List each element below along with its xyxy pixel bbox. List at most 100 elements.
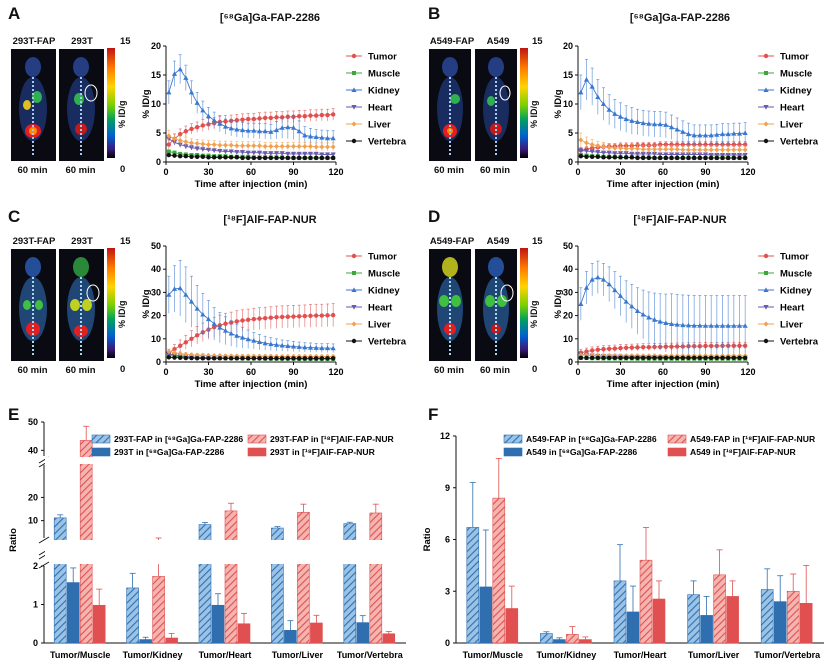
- x-axis-label: Time after injection (min): [195, 379, 308, 390]
- y-tick-label: 0: [33, 638, 38, 648]
- data-point: [319, 144, 325, 150]
- data-point: [725, 323, 731, 328]
- data-point: [731, 130, 737, 136]
- data-point: [251, 150, 257, 156]
- data-point: [217, 356, 223, 361]
- data-point: [330, 356, 336, 361]
- x-category-label: Tumor/Vertebra: [337, 650, 404, 660]
- data-point: [211, 117, 217, 123]
- panel-label-a: A: [8, 4, 21, 23]
- data-point: [612, 155, 618, 160]
- legend-label: Kidney: [368, 286, 400, 297]
- legend-label: Tumor: [780, 252, 809, 263]
- data-point: [183, 340, 189, 345]
- series-kidney: [166, 260, 336, 353]
- panel-d-title: [¹⁸F]AlF-FAP-NUR: [633, 214, 727, 226]
- data-point: [635, 345, 640, 350]
- data-point: [657, 355, 663, 361]
- data-point: [663, 152, 669, 158]
- data-point: [308, 313, 313, 319]
- data-point: [595, 347, 601, 352]
- data-point: [697, 355, 703, 361]
- data-point: [651, 121, 658, 127]
- data-point: [296, 143, 302, 149]
- x-category-label: Tumor/Vertebra: [754, 650, 821, 660]
- x-category-label: Tumor/Kidney: [536, 650, 596, 660]
- legend-swatch: [667, 434, 687, 444]
- y-tick-label: 30: [151, 287, 161, 297]
- y-axis-label: % ID/g: [553, 289, 564, 318]
- data-point: [731, 355, 737, 361]
- data-point: [172, 136, 177, 142]
- data-point: [691, 147, 697, 153]
- series-heart: [166, 134, 336, 158]
- colorbar-c: [107, 248, 115, 358]
- y-tick-label: 0: [156, 357, 161, 367]
- data-point: [584, 349, 589, 354]
- scan-c-right-label: 293T: [71, 236, 93, 247]
- data-point: [325, 356, 330, 361]
- series-kidney: [578, 58, 748, 146]
- y-tick-label: 20: [151, 311, 161, 321]
- y-tick-label: 15: [563, 70, 573, 80]
- data-point: [194, 100, 200, 105]
- colorbar-c-max: 15: [120, 236, 131, 247]
- scan-b-left-time: 60 min: [433, 165, 465, 176]
- data-point: [731, 147, 737, 153]
- data-point: [351, 287, 357, 292]
- plot-area: 0 5 10 15 20 0 30 60 90 120 Time after injection (…: [141, 41, 407, 190]
- data-point: [319, 135, 325, 140]
- series-vertebra: [166, 355, 336, 361]
- data-point: [178, 151, 183, 156]
- data-point: [708, 147, 714, 153]
- data-point: [680, 322, 686, 328]
- data-point: [245, 150, 251, 156]
- x-tick-label: 60: [246, 167, 256, 177]
- data-point: [251, 128, 257, 133]
- data-point: [330, 155, 336, 161]
- data-point: [166, 348, 172, 355]
- data-point: [256, 128, 263, 134]
- plot-area: 0 10 20 30 40 50 0 30 60 90 120 Time after injectio…: [553, 241, 819, 390]
- data-point: [680, 152, 686, 158]
- data-point: [601, 347, 606, 352]
- data-point: [206, 356, 211, 361]
- data-point: [691, 155, 697, 161]
- data-point: [351, 305, 357, 310]
- x-axis-label: Time after injection (min): [195, 179, 308, 190]
- data-point: [240, 117, 245, 122]
- data-point: [302, 313, 308, 319]
- data-point: [634, 308, 641, 313]
- data-point: [629, 151, 635, 157]
- bar: [639, 559, 653, 644]
- bar: [786, 590, 800, 644]
- panel-label-c: C: [8, 207, 21, 226]
- pet-scan-b-right: [474, 48, 518, 162]
- data-point: [189, 154, 194, 159]
- data-point: [764, 271, 768, 275]
- data-point: [228, 142, 234, 148]
- data-point: [606, 107, 612, 112]
- data-point: [245, 155, 251, 161]
- x-tick-label: 30: [615, 367, 625, 377]
- data-point: [274, 315, 279, 320]
- data-point: [330, 135, 336, 141]
- scan-b-right-time: 60 min: [479, 165, 511, 176]
- data-point: [285, 143, 291, 149]
- data-point: [200, 107, 206, 113]
- data-point: [257, 316, 262, 321]
- data-point: [183, 154, 189, 159]
- data-point: [251, 116, 257, 122]
- data-point: [251, 316, 257, 322]
- ratio-bar-chart-f: 0 3 6 9 12 Ratio Tumor/Muscle Tumor/Kidney Tumor…: [422, 431, 824, 660]
- data-point: [703, 155, 708, 161]
- colorbar-c-unit: % ID/g: [117, 300, 127, 328]
- data-point: [612, 346, 618, 351]
- data-point: [256, 339, 263, 345]
- legend-label: 293T-FAP in [¹⁸F]AlF-FAP-NUR: [270, 434, 395, 444]
- scan-d-left-label: A549-FAP: [429, 236, 475, 247]
- legend-label: Liver: [780, 120, 803, 131]
- data-point: [262, 315, 268, 321]
- data-point: [330, 112, 336, 117]
- data-point: [313, 151, 319, 157]
